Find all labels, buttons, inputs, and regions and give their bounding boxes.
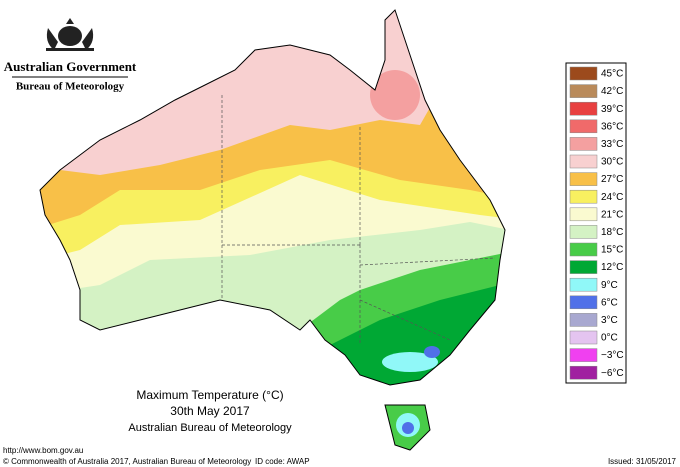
legend-swatch — [569, 154, 598, 169]
legend-label: −3°C — [601, 350, 624, 361]
zone — [382, 352, 438, 372]
legend-label: 3°C — [601, 315, 618, 326]
legend-swatch — [569, 242, 598, 257]
legend-label: 45°C — [601, 69, 623, 80]
legend-swatch — [569, 207, 598, 222]
legend-swatch — [569, 348, 598, 362]
legend-label: 33°C — [601, 139, 623, 150]
map-source: Australian Bureau of Meteorology — [128, 422, 292, 434]
legend-label: 21°C — [601, 209, 623, 220]
legend-label: 6°C — [601, 297, 618, 308]
legend-label: 15°C — [601, 245, 623, 256]
map-title: Maximum Temperature (°C) — [136, 388, 283, 402]
zone — [424, 346, 440, 358]
agency-name: Australian Government — [4, 59, 137, 74]
footer-copyright: © Commonwealth of Australia 2017, Austra… — [3, 457, 251, 466]
crest — [46, 18, 94, 51]
legend-label: 39°C — [601, 104, 623, 115]
footer-url: http://www.bom.gov.au — [3, 446, 83, 455]
legend: 45°C 42°C 39°C 36°C 33°C 30°C 27°C 24°C 21°C 18°C… — [569, 66, 624, 380]
legend-swatch — [569, 365, 598, 380]
footer-id: ID code: AWAP — [255, 457, 310, 466]
bureau-name: Bureau of Meteorology — [16, 81, 125, 93]
legend-label: 27°C — [601, 174, 623, 185]
legend-label: 24°C — [601, 192, 623, 203]
legend-label: 30°C — [601, 157, 623, 168]
legend-swatch — [569, 172, 598, 186]
legend-swatch — [569, 84, 598, 98]
map-date: 30th May 2017 — [170, 404, 250, 418]
legend-swatch — [569, 119, 598, 134]
legend-swatch — [569, 313, 598, 327]
legend-swatch — [569, 137, 598, 151]
legend-label: 42°C — [601, 86, 623, 97]
legend-label: 36°C — [601, 121, 623, 132]
legend-swatch — [569, 101, 598, 116]
zone — [370, 70, 420, 120]
legend-swatch — [569, 66, 598, 81]
legend-label: 18°C — [601, 227, 623, 238]
legend-swatch — [569, 260, 598, 274]
coastline — [39, 9, 506, 451]
legend-label: 12°C — [601, 262, 623, 273]
legend-swatch — [569, 277, 598, 292]
legend-label: 0°C — [601, 333, 618, 344]
state-borders — [221, 95, 496, 345]
legend-swatch — [569, 295, 598, 310]
legend-swatch — [569, 330, 598, 345]
legend-swatch — [569, 189, 598, 204]
legend-label: 9°C — [601, 280, 618, 291]
legend-label: −6°C — [601, 368, 624, 379]
legend-box — [565, 62, 627, 384]
zone — [402, 422, 414, 434]
legend-swatch — [569, 225, 598, 239]
footer-issued: Issued: 31/05/2017 — [608, 457, 677, 466]
